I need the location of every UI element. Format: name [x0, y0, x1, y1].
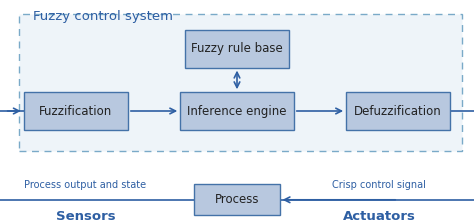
- Text: Inference engine: Inference engine: [187, 105, 287, 117]
- Text: Process output and state: Process output and state: [24, 180, 146, 190]
- Text: Sensors: Sensors: [55, 210, 115, 222]
- Text: Crisp control signal: Crisp control signal: [332, 180, 426, 190]
- Text: Fuzzification: Fuzzification: [39, 105, 112, 117]
- FancyBboxPatch shape: [24, 92, 128, 130]
- FancyBboxPatch shape: [194, 184, 280, 215]
- FancyBboxPatch shape: [185, 30, 289, 68]
- FancyBboxPatch shape: [180, 92, 294, 130]
- Text: Process: Process: [215, 193, 259, 206]
- Text: Fuzzy control system: Fuzzy control system: [33, 10, 173, 23]
- Text: Actuators: Actuators: [343, 210, 416, 222]
- FancyBboxPatch shape: [346, 92, 450, 130]
- FancyBboxPatch shape: [19, 14, 462, 151]
- Text: Fuzzy rule base: Fuzzy rule base: [191, 42, 283, 55]
- Text: Defuzzification: Defuzzification: [354, 105, 442, 117]
